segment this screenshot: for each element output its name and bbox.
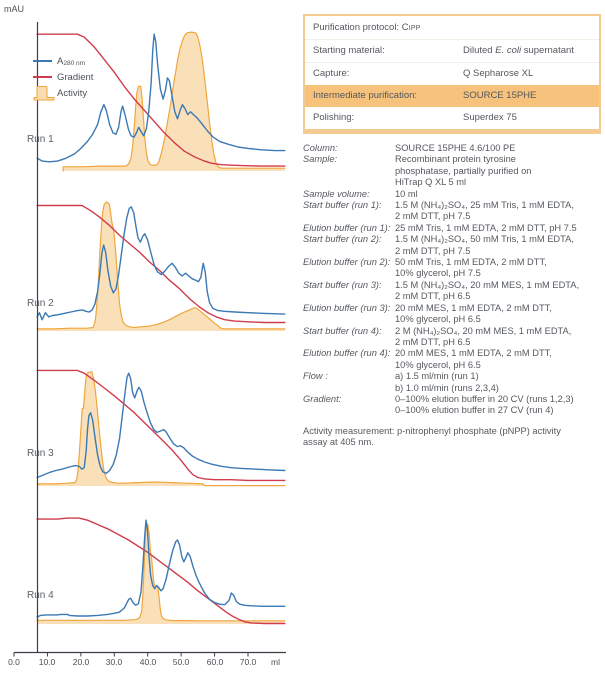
details-row-value: 1.5 M (NH₄)₂SO₄, 20 mM MES, 1 mM EDTA, 2… [395, 279, 580, 302]
details-row-value: 20 mM MES, 1 mM EDTA, 2 mM DTT, 10% glyc… [395, 348, 552, 370]
legend-label-a280: A280 nm [57, 55, 86, 67]
details-row-label: Elution buffer (run 4): [303, 348, 391, 359]
details-row-value: 20 mM MES, 1 mM EDTA, 2 mM DTT, 10% glyc… [395, 302, 552, 325]
a280-line-swatch [33, 60, 52, 62]
run-4-activity-line [36, 523, 286, 622]
x-axis-unit-label: ml [271, 657, 280, 667]
details-row-value: SOURCE 15PHE 4.6/100 PE [395, 143, 516, 153]
x-tick-label: 20.0 [72, 657, 90, 667]
details-row-value: 25 mM Tris, 1 mM EDTA, 2 mM DTT, pH 7.5 [395, 222, 577, 233]
details-row-label: Start buffer (run 3): [303, 279, 382, 290]
run-1-activity-line [62, 31, 286, 172]
protocol-row-label: Capture: [313, 68, 350, 79]
details-row-label: Elution buffer (run 2): [303, 257, 391, 268]
run-1-gradient-line [36, 33, 286, 167]
details-row-label: Elution buffer (run 1): [303, 222, 391, 233]
y-axis-unit-label: mAU [4, 4, 24, 14]
run-2-activity-fill [37, 202, 285, 331]
purification-protocol-table: Purification protocol: Cipp Starting mat… [303, 14, 601, 134]
details-row-value: 50 mM Tris, 1 mM EDTA, 2 mM DTT, 10% gly… [395, 257, 547, 279]
method-details-grid: Column: SOURCE 15PHE 4.6/100 PE Sample: Rec… [303, 143, 601, 417]
protocol-row-starting-material: Starting material: Diluted E. coli super… [305, 39, 599, 62]
protocol-row-polishing: Polishing: Superdex 75 [305, 107, 599, 129]
details-row-value: 1.5 M (NH₄)₂SO₄, 25 mM Tris, 1 mM EDTA, … [395, 200, 574, 222]
run-1-absorbance-line [36, 33, 286, 163]
run-3-activity-line [36, 371, 286, 487]
details-row-label: Sample: [303, 154, 338, 165]
x-tick-label: 10.0 [38, 657, 56, 667]
run-4-absorbance-line [36, 519, 286, 618]
run-3-absorbance-line [36, 372, 286, 479]
protocol-row-label: Starting material: [313, 45, 385, 56]
activity-measurement-note: Activity measurement: p-nitrophenyl phos… [303, 425, 561, 448]
protocol-row-label: Intermediate purification: [313, 90, 418, 101]
x-tick-label: 30.0 [105, 657, 123, 667]
run-1-label: Run 1 [27, 134, 54, 145]
run-2-gradient-line [36, 204, 286, 324]
x-tick-label: 0.0 [8, 657, 20, 667]
protocol-row-capture: Capture: Q Sepharose XL [305, 62, 599, 85]
run-4-gradient-line [36, 517, 286, 625]
details-row-label: Start buffer (run 4): [303, 325, 382, 336]
x-tick-label: 40.0 [139, 657, 157, 667]
gradient-line-swatch [33, 76, 52, 78]
protocol-row-label: Polishing: [313, 112, 355, 123]
legend-label-activity: Activity [57, 87, 88, 99]
protocol-row-value: Q Sepharose XL [463, 68, 534, 79]
protocol-row-value: Superdex 75 [463, 112, 517, 123]
run-3-label: Run 3 [27, 448, 54, 459]
x-tick-label: 50.0 [172, 657, 190, 667]
x-tick-label: 70.0 [239, 657, 257, 667]
details-row-label: Elution buffer (run 3): [303, 302, 391, 313]
run-4-label: Run 4 [27, 590, 54, 601]
method-details: Column: SOURCE 15PHE 4.6/100 PE Sample: Rec… [303, 143, 601, 449]
legend-item-gradient: Gradient [33, 69, 93, 85]
run-3-gradient-line [36, 369, 286, 482]
run-2-label: Run 2 [27, 298, 54, 309]
activity-step-icon [33, 86, 55, 101]
x-tick-label: 60.0 [206, 657, 224, 667]
chart-legend: A280 nm Gradient Activity [33, 53, 93, 101]
protocol-row-value: SOURCE 15PHE [463, 90, 537, 101]
protocol-row-intermediate-purification: Intermediate purification: SOURCE 15PHE [305, 85, 599, 107]
details-row-label: Column: [303, 143, 338, 153]
details-row-label: Start buffer (run 1): [303, 200, 382, 211]
details-row-label: Flow : [303, 371, 328, 382]
details-row-value: 10 ml [395, 188, 418, 199]
details-row-value: a) 1.5 ml/min (run 1) b) 1.0 ml/min (run… [395, 371, 499, 393]
details-row-label: Gradient: [303, 393, 342, 404]
details-row-label: Sample volume: [303, 188, 370, 199]
protocol-table-title: Purification protocol: Cipp [313, 22, 421, 33]
run-2-activity-line [36, 201, 286, 330]
details-row-value: Recombinant protein tyrosine phosphatase… [395, 154, 532, 188]
details-row-value: 0–100% elution buffer in 20 CV (runs 1,2… [395, 393, 574, 416]
legend-item-a280: A280 nm [33, 53, 93, 69]
legend-item-activity: Activity [33, 85, 93, 101]
details-row-label: Start buffer (run 2): [303, 234, 382, 245]
run-1-activity-fill [63, 32, 285, 171]
run-4-activity-fill [37, 524, 285, 624]
legend-label-gradient: Gradient [57, 71, 94, 83]
x-axis-tick-labels: 0.0 10.0 20.0 30.0 40.0 50.0 60.0 70.0 [0, 657, 292, 671]
protocol-row-value: Diluted E. coli supernatant [463, 45, 574, 56]
run-3-activity-fill [37, 371, 285, 486]
details-row-value: 1.5 M (NH₄)₂SO₄, 50 mM Tris, 1 mM EDTA, … [395, 234, 574, 256]
run-2-absorbance-line [36, 206, 286, 321]
details-row-value: 2 M (NH₄)₂SO₄, 20 mM MES, 1 mM EDTA, 2 m… [395, 325, 572, 347]
